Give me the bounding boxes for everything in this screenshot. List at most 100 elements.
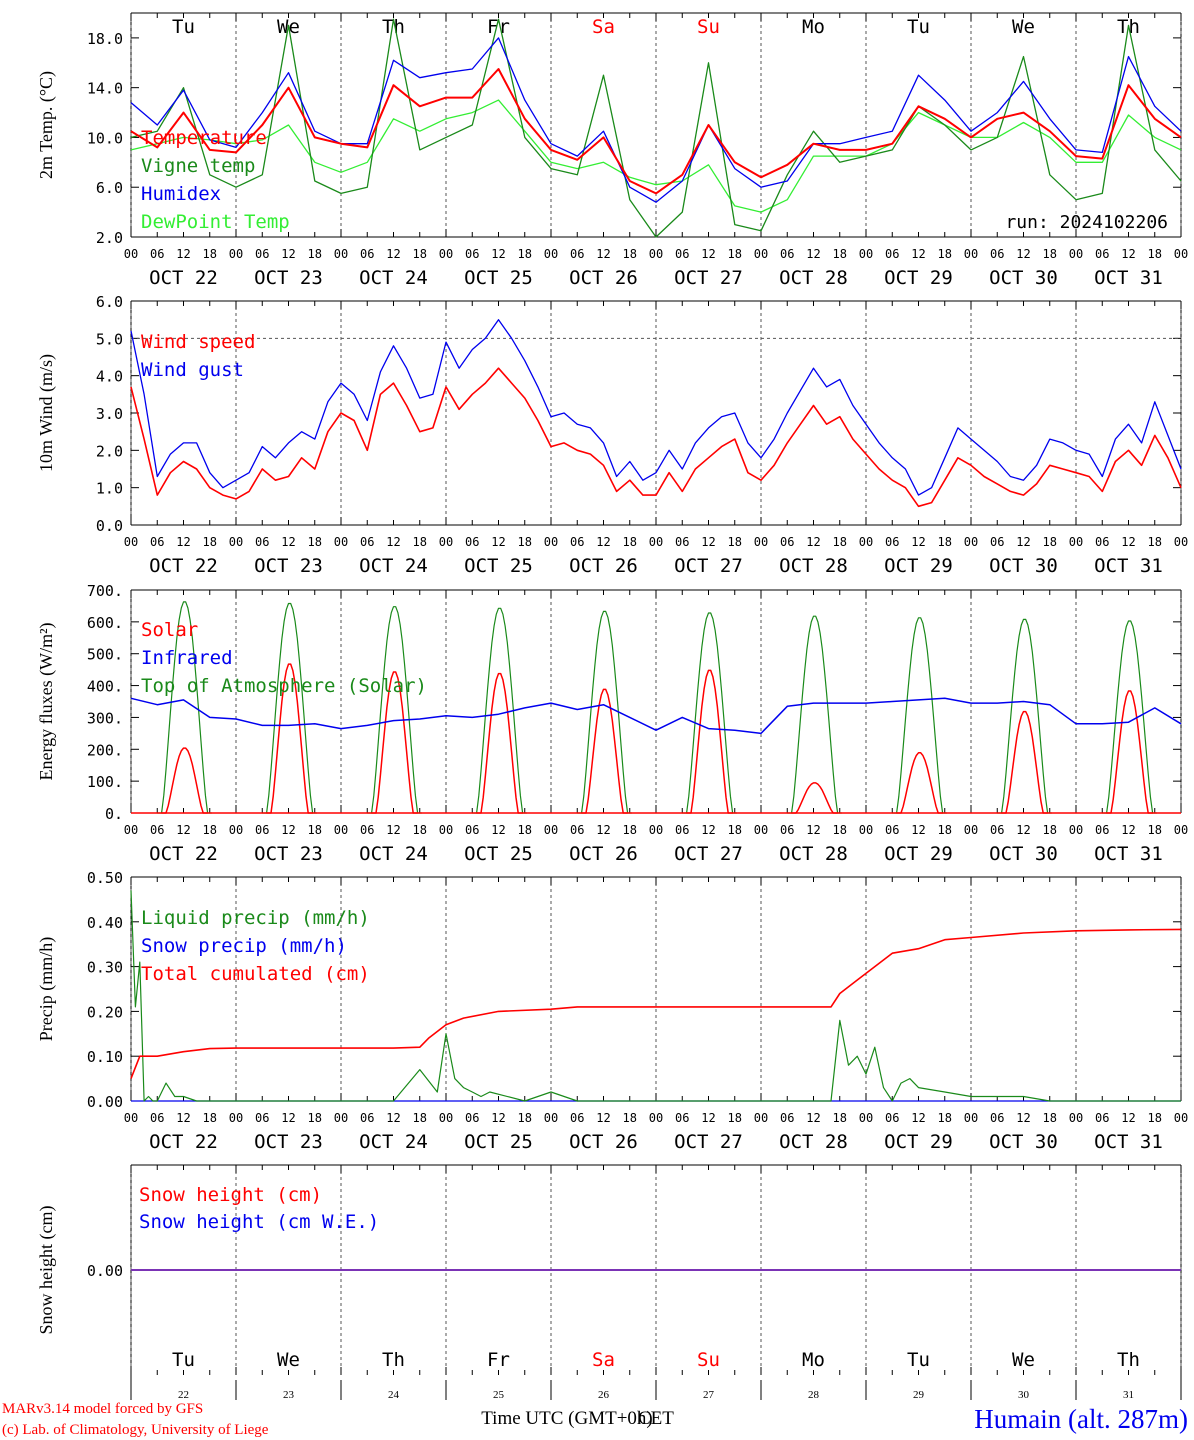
y-tick-label: 10.0 — [87, 129, 123, 147]
toa-solar-curve — [997, 618, 1052, 814]
hour-tick-label: 06 — [150, 247, 164, 261]
toa-solar-curve — [787, 615, 842, 814]
hour-tick-label: 06 — [465, 247, 479, 261]
hour-tick-label: 00 — [439, 823, 453, 837]
hour-tick-label: 00 — [334, 247, 348, 261]
time-axis-label: Time UTC (GMT+0h) — [481, 1408, 653, 1429]
legend-entry: Snow precip (mm/h) — [141, 935, 347, 957]
y-axis-title: 2m Temp. (°C) — [36, 71, 57, 179]
hour-tick-label: 18 — [308, 1111, 322, 1125]
hour-tick-label: 06 — [360, 535, 374, 549]
y-tick-label: 0.20 — [87, 1003, 123, 1021]
temperature-line — [130, 68, 1182, 195]
hour-tick-label: 12 — [701, 1111, 715, 1125]
solar-curve — [1106, 690, 1153, 814]
hour-tick-label: 12 — [491, 535, 505, 549]
hour-tick-label: 00 — [649, 1111, 663, 1125]
date-label: OCT 25 — [464, 555, 533, 577]
hour-tick-label: 00 — [1174, 535, 1188, 549]
hour-tick-label: 00 — [754, 247, 768, 261]
hour-tick-label: 12 — [911, 247, 925, 261]
hour-tick-label: 18 — [1148, 247, 1162, 261]
date-label: OCT 22 — [149, 267, 218, 289]
hour-tick-label: 00 — [649, 823, 663, 837]
date-label: OCT 23 — [254, 555, 323, 577]
hour-tick-label: 06 — [255, 247, 269, 261]
dewpoint-line — [130, 99, 1182, 213]
date-label: OCT 25 — [464, 1131, 533, 1153]
day-number: 30 — [1018, 1389, 1030, 1401]
hour-tick-label: 00 — [544, 535, 558, 549]
date-label: OCT 24 — [359, 267, 428, 289]
hour-tick-label: 06 — [885, 247, 899, 261]
hour-tick-label: 00 — [964, 823, 978, 837]
hour-tick-label: 12 — [806, 247, 820, 261]
date-label: OCT 23 — [254, 267, 323, 289]
hour-tick-label: 06 — [360, 1111, 374, 1125]
day-number: 24 — [388, 1389, 400, 1401]
hour-tick-label: 12 — [386, 535, 400, 549]
hour-tick-label: 06 — [780, 823, 794, 837]
date-label: OCT 22 — [149, 843, 218, 865]
hour-tick-label: 12 — [1016, 535, 1030, 549]
y-tick-label: 2.0 — [96, 229, 123, 247]
solar-curve — [161, 747, 208, 814]
legend-entry: Temperature — [141, 127, 267, 149]
hour-tick-label: 00 — [859, 535, 873, 549]
hour-tick-label: 00 — [1069, 823, 1083, 837]
hour-tick-label: 18 — [203, 1111, 217, 1125]
y-tick-label: 0.40 — [87, 914, 123, 932]
y-tick-label: 5.0 — [96, 330, 123, 348]
date-label: OCT 27 — [674, 843, 743, 865]
hour-tick-label: 12 — [176, 535, 190, 549]
hour-tick-label: 00 — [754, 1111, 768, 1125]
hour-tick-label: 06 — [150, 823, 164, 837]
hour-tick-label: 18 — [833, 823, 847, 837]
y-tick-label: 0.30 — [87, 959, 123, 977]
hour-tick-label: 00 — [754, 823, 768, 837]
day-number: 28 — [808, 1389, 820, 1401]
date-label: OCT 26 — [569, 267, 638, 289]
hour-tick-label: 06 — [990, 823, 1004, 837]
day-name: Tu — [907, 1349, 930, 1371]
hour-tick-label: 00 — [124, 1111, 138, 1125]
hour-tick-label: 18 — [728, 247, 742, 261]
date-label: OCT 29 — [884, 555, 953, 577]
y-tick-label: 14.0 — [87, 80, 123, 98]
hour-tick-label: 12 — [281, 247, 295, 261]
solar-curve — [266, 663, 313, 814]
wind-speed-line — [130, 367, 1182, 508]
hour-tick-label: 06 — [570, 1111, 584, 1125]
date-label: OCT 30 — [989, 1131, 1058, 1153]
day-name: Mo — [802, 16, 825, 38]
hour-tick-label: 12 — [281, 1111, 295, 1125]
lab-credit: (c) Lab. of Climatology, University of L… — [2, 1422, 269, 1438]
hour-tick-label: 06 — [780, 1111, 794, 1125]
hour-tick-label: 06 — [1095, 535, 1109, 549]
date-label: OCT 28 — [779, 1131, 848, 1153]
date-label: OCT 31 — [1094, 555, 1163, 577]
day-name: Th — [1117, 1349, 1140, 1371]
hour-tick-label: 12 — [806, 823, 820, 837]
date-label: OCT 28 — [779, 843, 848, 865]
hour-tick-label: 00 — [229, 247, 243, 261]
hour-tick-label: 00 — [1174, 1111, 1188, 1125]
y-tick-label: 700. — [87, 582, 123, 600]
date-label: OCT 27 — [674, 267, 743, 289]
hour-tick-label: 12 — [281, 823, 295, 837]
hour-tick-label: 06 — [780, 535, 794, 549]
hour-tick-label: 00 — [964, 247, 978, 261]
hour-tick-label: 00 — [859, 1111, 873, 1125]
hour-tick-label: 18 — [413, 247, 427, 261]
hour-tick-label: 18 — [1148, 1111, 1162, 1125]
day-name: Fr — [487, 16, 510, 38]
hour-tick-label: 12 — [596, 535, 610, 549]
y-tick-label: 3.0 — [96, 405, 123, 423]
y-tick-label: 1.0 — [96, 480, 123, 498]
hour-tick-label: 12 — [701, 535, 715, 549]
day-name: Sa — [592, 1349, 615, 1371]
toa-solar-curve — [892, 617, 947, 814]
hour-tick-label: 18 — [518, 1111, 532, 1125]
date-label: OCT 22 — [149, 1131, 218, 1153]
